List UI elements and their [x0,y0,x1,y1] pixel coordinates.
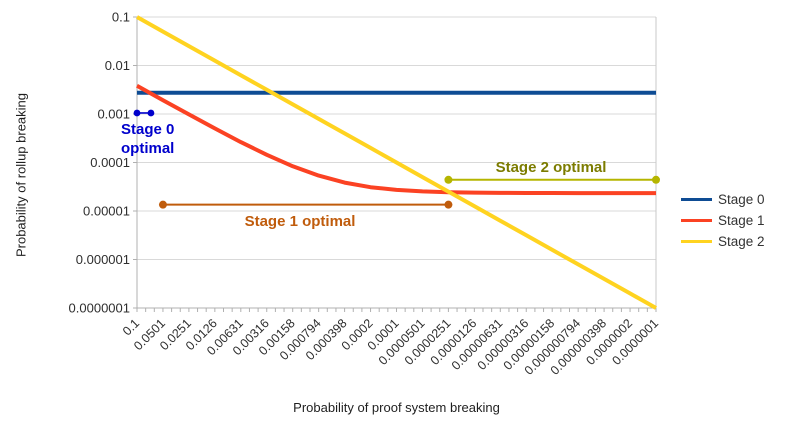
x-axis-title: Probability of proof system breaking [293,400,500,415]
legend-label-stage-2: Stage 2 [718,234,765,249]
range-dot-stage-2-optimal [444,175,453,184]
range-dot-stage-1-optimal [158,200,167,209]
y-tick-label: 0.001 [97,107,130,122]
y-tick-label: 0.1 [112,10,130,25]
annotation-stage-0-line2: optimal [121,140,175,157]
legend-item-stage-2: Stage 2 [681,231,765,252]
annotation-stage-1-optimal: Stage 1 optimal [244,213,356,230]
legend-swatch-stage-2 [681,240,712,243]
y-tick-label: 0.0000001 [69,301,130,316]
legend-item-stage-1: Stage 1 [681,210,765,231]
legend-swatch-stage-1 [681,219,712,222]
y-axis-title: Probability of rollup breaking [13,92,29,258]
legend-item-stage-0: Stage 0 [681,189,765,210]
range-dot-stage-0-optimal [147,109,155,117]
legend: Stage 0 Stage 1 Stage 2 [681,189,765,252]
range-dot-stage-1-optimal [444,200,453,209]
series-line-stage-2 [136,15,657,310]
y-tick-label: 0.000001 [76,252,130,267]
y-tick-label: 0.01 [105,58,130,73]
series-line-stage-1 [136,83,656,196]
range-dot-stage-0-optimal [133,109,141,117]
annotation-stage-0-line1: Stage 0 [121,121,175,138]
annotation-stage-0-optimal: Stage 0 optimal [121,120,174,158]
legend-swatch-stage-0 [681,198,712,201]
y-tick-label: 0.0001 [90,155,130,170]
y-tick-label: 0.00001 [83,204,130,219]
legend-label-stage-1: Stage 1 [718,213,765,228]
range-dot-stage-2-optimal [652,175,660,184]
legend-label-stage-0: Stage 0 [718,192,765,207]
annotation-stage-2-optimal: Stage 2 optimal [495,159,607,176]
